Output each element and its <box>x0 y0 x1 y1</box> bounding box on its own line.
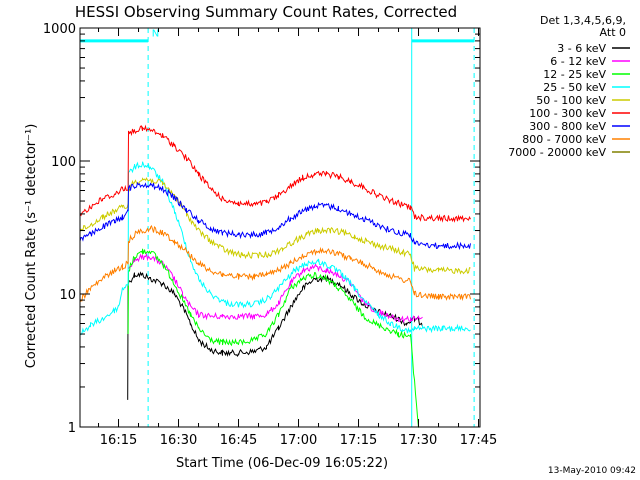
x-tick-label: 17:45 <box>460 433 497 448</box>
footer-timestamp: 13-May-2010 09:42 <box>548 466 636 476</box>
x-tick-label: 17:00 <box>280 433 317 448</box>
x-tick-label: 16:30 <box>160 433 197 448</box>
legend-entry-label: 50 - 100 keV <box>536 94 606 107</box>
y-tick-label: 1000 <box>43 22 76 37</box>
y-tick-label: 100 <box>51 155 76 170</box>
series-line-50-100-kev <box>79 177 471 275</box>
legend-entry-label: 3 - 6 keV <box>557 42 606 55</box>
x-tick-label: 16:45 <box>220 433 257 448</box>
legend-entry-label: 6 - 12 keV <box>550 55 606 68</box>
y-tick-label: 1 <box>68 421 76 436</box>
legend-header-line: Att 0 <box>600 26 626 39</box>
series-line-100-300-kev <box>79 124 471 223</box>
y-axis-label: Corrected Count Rate (s⁻¹ detector⁻¹) <box>24 124 39 369</box>
plot-frame <box>79 27 481 428</box>
plot-area: N 16:15 16:30 16:45 17:00 17:15 17:30 17:45 1 10 1… <box>43 22 497 448</box>
legend-entry-label: 100 - 300 keV <box>529 107 606 120</box>
series-line-6-12-kev <box>128 252 423 324</box>
legend-entry-label: 300 - 800 keV <box>529 120 606 133</box>
flag-label: N <box>152 29 159 40</box>
legend-entry-label: 12 - 25 keV <box>543 68 606 81</box>
x-tick-label: 17:30 <box>400 433 437 448</box>
legend-entry-label: 800 - 7000 keV <box>522 133 606 146</box>
x-axis-label: Start Time (06-Dec-09 16:05:22) <box>176 456 388 471</box>
legend-entry-label: 7000 - 20000 keV <box>508 146 606 159</box>
x-tick-label: 16:15 <box>100 433 137 448</box>
series-line-12-25-kev <box>127 248 419 428</box>
legend-entry-label: 25 - 50 keV <box>543 81 606 94</box>
series-line-800-7000-kev <box>79 224 471 303</box>
series-line-25-50-kev <box>79 161 471 336</box>
legend-header-line: Det 1,3,4,5,6,9, <box>540 14 626 27</box>
x-tick-label: 17:15 <box>340 433 377 448</box>
y-tick-label: 10 <box>59 288 76 303</box>
chart-title: HESSI Observing Summary Count Rates, Cor… <box>75 3 457 21</box>
series-line-300-800-kev <box>79 181 471 251</box>
